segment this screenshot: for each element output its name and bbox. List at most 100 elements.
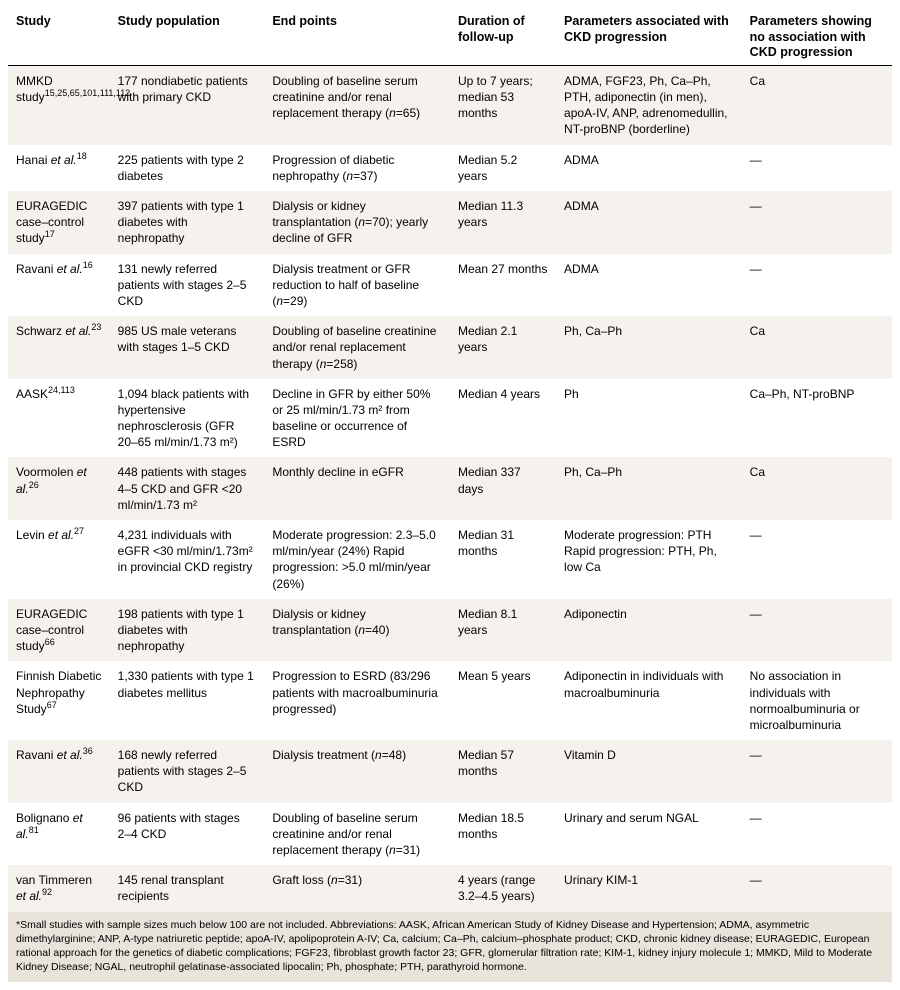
cell-population: 448 patients with stages 4–5 CKD and GFR… <box>110 457 265 520</box>
cell-study: AASK24,113 <box>8 379 110 458</box>
cell-noassoc: — <box>742 740 892 803</box>
cell-population: 1,094 black patients with hypertensive n… <box>110 379 265 458</box>
table-row: Schwarz et al.23985 US male veterans wit… <box>8 316 892 379</box>
cell-endpoints: Doubling of baseline serum creatinine an… <box>264 803 450 866</box>
cell-population: 225 patients with type 2 diabetes <box>110 145 265 191</box>
cell-duration: Median 5.2 years <box>450 145 556 191</box>
cell-endpoints: Dialysis or kidney transplantation (n=70… <box>264 191 450 254</box>
cell-assoc: ADMA <box>556 254 742 317</box>
cell-endpoints: Dialysis or kidney transplantation (n=40… <box>264 599 450 662</box>
cell-endpoints: Doubling of baseline creatinine and/or r… <box>264 316 450 379</box>
cell-endpoints: Progression of diabetic nephropathy (n=3… <box>264 145 450 191</box>
table-body: MMKD study15,25,65,101,111,112177 nondia… <box>8 65 892 982</box>
cell-assoc: Ph, Ca–Ph <box>556 457 742 520</box>
cell-endpoints: Dialysis treatment (n=48) <box>264 740 450 803</box>
cell-noassoc: Ca <box>742 457 892 520</box>
cell-duration: Up to 7 years; median 53 months <box>450 65 556 144</box>
cell-population: 1,330 patients with type 1 diabetes mell… <box>110 661 265 740</box>
cell-duration: Median 8.1 years <box>450 599 556 662</box>
cell-population: 198 patients with type 1 diabetes with n… <box>110 599 265 662</box>
cell-study: Levin et al.27 <box>8 520 110 599</box>
cell-study: EURAGEDIC case–control study66 <box>8 599 110 662</box>
cell-duration: Mean 27 months <box>450 254 556 317</box>
cell-assoc: Vitamin D <box>556 740 742 803</box>
cell-study: Hanai et al.18 <box>8 145 110 191</box>
cell-noassoc: — <box>742 599 892 662</box>
cell-endpoints: Moderate progression: 2.3–5.0 ml/min/yea… <box>264 520 450 599</box>
cell-noassoc: Ca <box>742 316 892 379</box>
table-row: Ravani et al.36168 newly referred patien… <box>8 740 892 803</box>
table-row: Levin et al.274,231 individuals with eGF… <box>8 520 892 599</box>
cell-duration: Median 2.1 years <box>450 316 556 379</box>
cell-assoc: Ph <box>556 379 742 458</box>
table-row: EURAGEDIC case–control study17397 patien… <box>8 191 892 254</box>
table-row: Finnish Diabetic Nephropathy Study671,33… <box>8 661 892 740</box>
cell-population: 131 newly referred patients with stages … <box>110 254 265 317</box>
cell-study: Ravani et al.16 <box>8 254 110 317</box>
cell-endpoints: Doubling of baseline serum creatinine an… <box>264 65 450 144</box>
cell-population: 4,231 individuals with eGFR <30 ml/min/1… <box>110 520 265 599</box>
cell-duration: Mean 5 years <box>450 661 556 740</box>
cell-duration: 4 years (range 3.2–4.5 years) <box>450 865 556 911</box>
cell-endpoints: Graft loss (n=31) <box>264 865 450 911</box>
cell-study: Voormolen et al.26 <box>8 457 110 520</box>
cell-assoc: Ph, Ca–Ph <box>556 316 742 379</box>
cell-assoc: Urinary and serum NGAL <box>556 803 742 866</box>
cell-noassoc: — <box>742 520 892 599</box>
col-header-duration: Duration of follow-up <box>450 8 556 65</box>
cell-noassoc: — <box>742 145 892 191</box>
cell-duration: Median 57 months <box>450 740 556 803</box>
table-footnote: *Small studies with sample sizes much be… <box>8 912 892 983</box>
cell-population: 96 patients with stages 2–4 CKD <box>110 803 265 866</box>
cell-study: Ravani et al.36 <box>8 740 110 803</box>
cell-noassoc: No association in individuals with normo… <box>742 661 892 740</box>
table-row: MMKD study15,25,65,101,111,112177 nondia… <box>8 65 892 144</box>
cell-endpoints: Decline in GFR by either 50% or 25 ml/mi… <box>264 379 450 458</box>
cell-duration: Median 11.3 years <box>450 191 556 254</box>
cell-noassoc: — <box>742 254 892 317</box>
cell-population: 177 nondiabetic patients with primary CK… <box>110 65 265 144</box>
table-header: Study Study population End points Durati… <box>8 8 892 65</box>
cell-duration: Median 31 months <box>450 520 556 599</box>
cell-assoc: Adiponectin in individuals with macroalb… <box>556 661 742 740</box>
col-header-population: Study population <box>110 8 265 65</box>
cell-endpoints: Progression to ESRD (83/296 patients wit… <box>264 661 450 740</box>
table-row: EURAGEDIC case–control study66198 patien… <box>8 599 892 662</box>
cell-population: 397 patients with type 1 diabetes with n… <box>110 191 265 254</box>
col-header-endpoints: End points <box>264 8 450 65</box>
cell-study: Schwarz et al.23 <box>8 316 110 379</box>
ckd-studies-table: Study Study population End points Durati… <box>8 8 892 982</box>
table-row: Hanai et al.18225 patients with type 2 d… <box>8 145 892 191</box>
cell-study: EURAGEDIC case–control study17 <box>8 191 110 254</box>
cell-noassoc: — <box>742 191 892 254</box>
table-row: van Timmeren et al.92145 renal transplan… <box>8 865 892 911</box>
footnote-text: *Small studies with sample sizes much be… <box>8 912 892 983</box>
table-row: Voormolen et al.26448 patients with stag… <box>8 457 892 520</box>
cell-noassoc: — <box>742 803 892 866</box>
cell-assoc: ADMA <box>556 145 742 191</box>
cell-assoc: ADMA <box>556 191 742 254</box>
cell-endpoints: Monthly decline in eGFR <box>264 457 450 520</box>
cell-population: 145 renal transplant recipients <box>110 865 265 911</box>
cell-study: Finnish Diabetic Nephropathy Study67 <box>8 661 110 740</box>
cell-study: Bolignano et al.81 <box>8 803 110 866</box>
table-row: Ravani et al.16131 newly referred patien… <box>8 254 892 317</box>
cell-study: van Timmeren et al.92 <box>8 865 110 911</box>
cell-population: 168 newly referred patients with stages … <box>110 740 265 803</box>
table-row: AASK24,1131,094 black patients with hype… <box>8 379 892 458</box>
cell-duration: Median 18.5 months <box>450 803 556 866</box>
cell-assoc: ADMA, FGF23, Ph, Ca–Ph, PTH, adiponectin… <box>556 65 742 144</box>
cell-assoc: Urinary KIM-1 <box>556 865 742 911</box>
cell-duration: Median 337 days <box>450 457 556 520</box>
cell-assoc: Adiponectin <box>556 599 742 662</box>
cell-assoc: Moderate progression: PTH Rapid progress… <box>556 520 742 599</box>
cell-population: 985 US male veterans with stages 1–5 CKD <box>110 316 265 379</box>
cell-noassoc: Ca <box>742 65 892 144</box>
cell-duration: Median 4 years <box>450 379 556 458</box>
cell-study: MMKD study15,25,65,101,111,112 <box>8 65 110 144</box>
col-header-noassoc: Parameters showing no association with C… <box>742 8 892 65</box>
col-header-assoc: Parameters associated with CKD progressi… <box>556 8 742 65</box>
cell-noassoc: — <box>742 865 892 911</box>
cell-noassoc: Ca–Ph, NT-proBNP <box>742 379 892 458</box>
cell-endpoints: Dialysis treatment or GFR reduction to h… <box>264 254 450 317</box>
